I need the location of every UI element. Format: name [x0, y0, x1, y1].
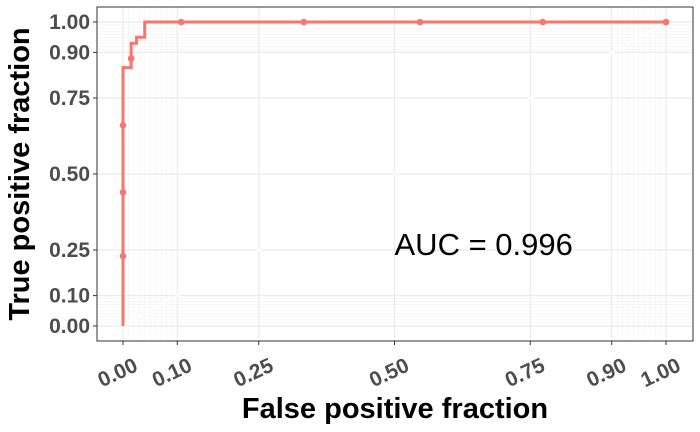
y-tick-label: 0.50: [49, 163, 90, 186]
x-tick-label: 0.00: [94, 354, 141, 392]
x-axis-title: False positive fraction: [242, 393, 548, 425]
y-tick-label: 1.00: [49, 11, 90, 34]
roc-point: [127, 55, 135, 62]
y-tick-label: 0.25: [49, 239, 90, 262]
y-tick-label: 0.10: [49, 285, 90, 308]
roc-point: [416, 18, 424, 26]
x-tick-label: 0.10: [149, 354, 196, 392]
roc-point: [119, 252, 127, 260]
x-tick-label: 1.00: [637, 354, 684, 392]
roc-point: [119, 122, 127, 129]
x-tick-label: 0.75: [502, 354, 549, 392]
x-tick-label: 0.25: [230, 354, 277, 392]
y-tick-label: 0.75: [49, 87, 90, 110]
roc-point: [300, 18, 308, 26]
roc-curve-points: [119, 18, 670, 260]
roc-point: [119, 188, 127, 196]
x-axis-ticks: 0.00 0.10 0.25 0.50 0.75 0.90 1.00: [94, 341, 684, 392]
y-tick-label: 0.90: [49, 41, 90, 64]
y-tick-label: 0.00: [49, 315, 90, 338]
x-tick-label: 0.90: [583, 354, 630, 392]
y-axis-title: True positive fraction: [4, 27, 36, 320]
roc-point: [539, 18, 547, 26]
x-tick-label: 0.50: [366, 354, 413, 392]
y-axis-ticks: 0.00 0.10 0.25 0.50 0.75 0.90 1.00: [49, 11, 97, 338]
roc-curve-line: [121, 20, 666, 326]
roc-point: [177, 18, 185, 26]
reference-diagonal: [122, 21, 667, 327]
auc-annotation: AUC = 0.996: [395, 227, 573, 262]
roc-point: [662, 18, 670, 26]
